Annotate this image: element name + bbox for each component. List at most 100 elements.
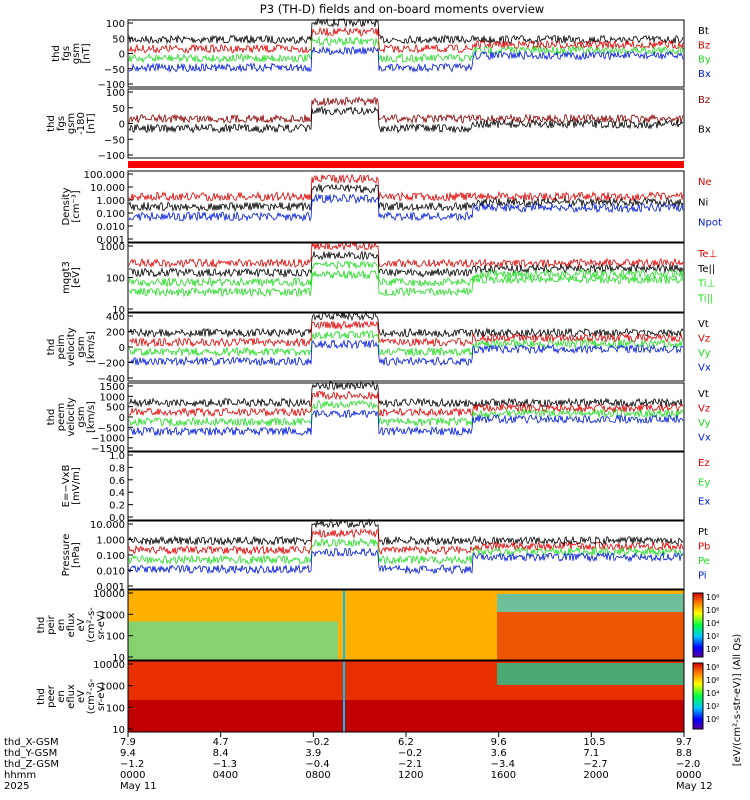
y-axis-label: [km/s]	[86, 401, 97, 433]
legend-entry: Ti⊥	[697, 279, 715, 290]
x-tick-label-x: 10.5	[583, 737, 605, 748]
y-tick-label: −100	[98, 80, 125, 91]
legend-entry: Vz	[698, 404, 710, 415]
y-axis-label: eV	[76, 618, 87, 631]
x-axis-row-label: thd_Z-GSM	[4, 759, 59, 770]
legend-entry: Pb	[698, 542, 710, 553]
panel-temp: 1000 100 10 mqgt3 [eV] Te⊥ Te|| Ti⊥ Ti||	[61, 240, 717, 316]
y-axis-label: thd	[36, 617, 47, 634]
x-tick-label-hhmm: 2000	[583, 770, 608, 781]
y-tick-label: 0.2	[109, 501, 125, 512]
trace-pressure-1	[128, 527, 684, 556]
colorbar-tick: 10⁸	[706, 663, 719, 672]
y-axis-label: Pressure	[61, 534, 72, 577]
legend-entry: Npot	[698, 218, 722, 229]
x-tick-label-y: 9.4	[120, 748, 136, 759]
legend-entry: Bx	[698, 69, 711, 80]
trace-fgs-3	[128, 45, 684, 74]
y-axis-label: peim	[56, 334, 67, 359]
y-axis-label: [mV/m]	[71, 467, 82, 505]
trace-peim-1	[128, 320, 684, 348]
trace-temp-0	[128, 240, 684, 269]
x-tick-label-y: 8.8	[676, 748, 692, 759]
y-tick-label: −100	[98, 151, 125, 162]
y-axis-label: thd	[46, 409, 57, 426]
panel-frame	[127, 382, 685, 452]
y-axis-label: -180	[76, 112, 87, 135]
y-tick-label: 100.000	[84, 170, 125, 181]
x-tick-label-x: 4.7	[213, 737, 229, 748]
spectrogram-mid-band	[497, 612, 684, 660]
y-tick-label: 0.010	[96, 222, 125, 233]
x-axis-row-label: thd_X-GSM	[4, 737, 59, 748]
x-tick-label-hhmm: 0400	[213, 770, 238, 781]
trace-density-1	[128, 183, 684, 213]
x-axis-row-label: 2025	[4, 781, 29, 792]
quality-flag-bar	[128, 161, 684, 168]
spectrogram-high-band	[497, 594, 684, 612]
legend-entry: Bz	[698, 95, 710, 106]
trace-peem-0	[128, 380, 683, 409]
legend-entry: Vz	[698, 334, 710, 345]
legend-entry: Ey	[698, 477, 710, 488]
legend-entry: Vt	[698, 389, 709, 400]
x-tick-label-hhmm: 0000	[676, 770, 701, 781]
x-tick-label-x: −0.2	[305, 737, 329, 748]
y-axis-label: thd	[46, 115, 57, 132]
legend-entry: Bx	[698, 125, 711, 136]
colorbar-tick: 10⁴	[706, 619, 719, 628]
y-axis-label: [eV]	[71, 267, 82, 288]
panel-frame	[127, 170, 685, 243]
legend-entry: By	[698, 55, 711, 66]
panel-frame	[127, 451, 685, 521]
y-tick-label: 0.010	[96, 567, 125, 578]
colorbar-peer	[692, 662, 704, 730]
trace-pressure-0	[128, 518, 684, 547]
x-tick-label-date: May 12	[676, 781, 713, 792]
trace-fgs-angle-1	[128, 106, 684, 134]
trace-peim-3	[128, 339, 684, 367]
x-tick-label-y: 8.4	[213, 748, 229, 759]
y-axis-label: thd	[46, 339, 57, 356]
legend-entry: Pt	[698, 527, 708, 538]
x-tick-label-hhmm: 1600	[491, 770, 516, 781]
legend-entry: Bt	[698, 26, 709, 37]
y-axis-label: fgs	[61, 46, 72, 61]
legend-entry: Ne	[698, 177, 712, 188]
x-tick-label-x: 7.9	[120, 737, 136, 748]
trace-peem-1	[128, 390, 684, 418]
y-axis-label: eflux	[66, 613, 77, 638]
legend-entry: Ex	[698, 497, 710, 508]
y-tick-label: 0	[119, 343, 125, 354]
legend-entry: Ez	[698, 458, 710, 469]
y-tick-label: 10000	[93, 660, 125, 671]
y-tick-label: 1.000	[96, 536, 125, 547]
y-axis-label: gsm	[66, 113, 77, 134]
y-tick-label: 10000	[93, 589, 125, 600]
y-axis-label: en	[56, 619, 67, 632]
panel-peir: 10000 1000 100 10 thd peir en eflux eV (cm²-s-sr-…	[36, 589, 685, 664]
y-axis-label: eflux	[66, 684, 77, 709]
y-tick-label: 100	[106, 632, 125, 643]
y-axis-label: (cm²-s-	[86, 607, 97, 643]
panel-peer: 10000 1000 100 10 thd peer en eflux eV (cm²-s-sr-…	[36, 660, 685, 736]
y-tick-label: 0.6	[109, 476, 125, 487]
y-axis-label: [km/s]	[86, 331, 97, 363]
panel-fgs: 100 50 0 −50 −100 thd fgs gsm [nT] Bt Bz By Bx	[51, 17, 711, 91]
y-tick-label: 0.0	[109, 513, 125, 524]
trace-pressure-2	[128, 537, 684, 565]
y-tick-label: 0	[119, 120, 125, 131]
legend-entry: Vx	[698, 363, 711, 374]
legend-entry: Te⊥	[697, 249, 717, 260]
trace-pressure-3	[128, 547, 684, 575]
y-tick-label: 100	[106, 19, 125, 30]
y-axis-label: peem	[56, 403, 67, 431]
y-tick-label: −50	[104, 65, 125, 76]
y-axis-label: mqgt3	[61, 261, 72, 294]
legend-entry: Ti||	[697, 293, 713, 304]
trace-temp-2	[128, 260, 684, 288]
x-tick-label-z: −2.1	[398, 759, 422, 770]
trace-temp-1	[128, 250, 684, 278]
y-tick-label: −200	[98, 359, 125, 370]
y-axis-label: sr-eV)	[96, 682, 107, 711]
